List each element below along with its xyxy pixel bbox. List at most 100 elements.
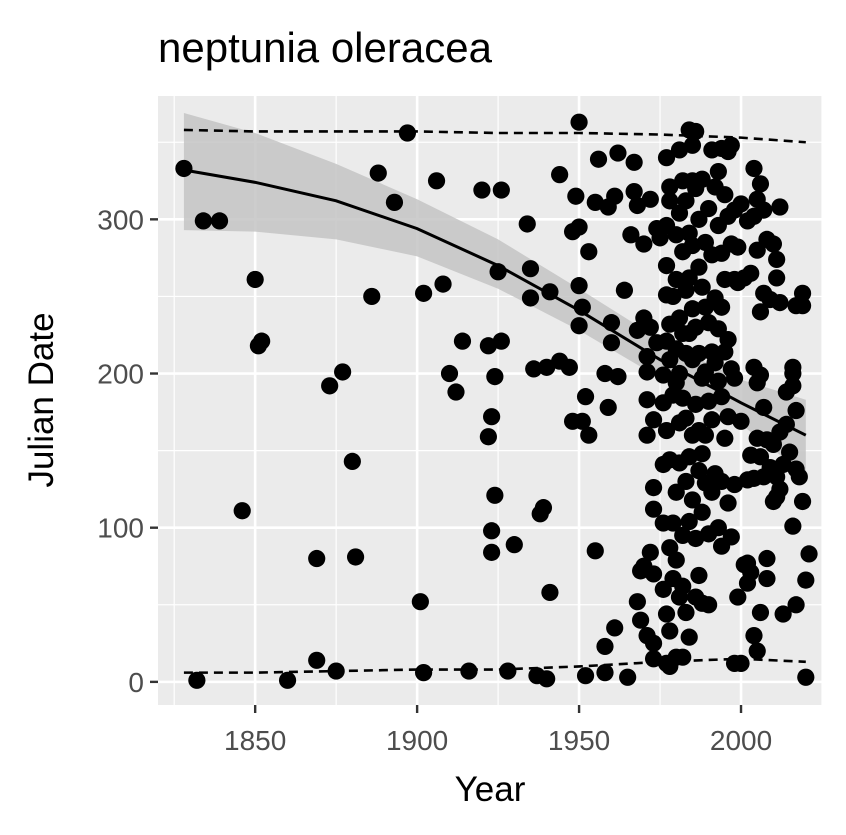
data-point-272 (751, 366, 770, 384)
data-point-35 (486, 486, 504, 504)
data-point-206 (700, 596, 718, 614)
x-axis-title: Year (455, 770, 526, 809)
data-point-81 (609, 144, 627, 162)
data-point-42 (518, 215, 536, 233)
data-point-171 (680, 628, 698, 646)
data-point-97 (638, 363, 656, 381)
data-point-20 (411, 593, 429, 611)
data-point-225 (712, 472, 731, 491)
data-point-163 (677, 472, 695, 491)
data-point-250 (732, 654, 750, 672)
data-point-86 (625, 153, 643, 171)
data-point-50 (538, 670, 556, 688)
data-point-174 (683, 236, 702, 255)
data-point-87 (625, 182, 643, 201)
data-point-40 (499, 662, 517, 680)
data-point-96 (638, 347, 656, 366)
data-point-303 (784, 377, 802, 395)
data-point-62 (570, 317, 588, 335)
data-point-157 (674, 577, 692, 595)
data-point-10 (308, 549, 326, 568)
data-point-74 (596, 664, 614, 682)
data-point-310 (793, 284, 812, 302)
y-axis-ticks: 0 100 200 300 (97, 204, 158, 698)
data-point-289 (768, 269, 786, 287)
data-point-93 (635, 235, 653, 253)
data-point-67 (580, 426, 598, 444)
data-point-313 (797, 571, 815, 589)
data-point-312 (793, 492, 812, 511)
upper-limit-line (183, 128, 806, 144)
data-point-169 (680, 448, 698, 466)
data-point-202 (700, 199, 718, 218)
data-point-143 (667, 551, 685, 569)
data-point-247 (729, 588, 747, 606)
data-point-83 (615, 281, 634, 299)
data-point-288 (768, 250, 786, 269)
data-point-300 (781, 443, 799, 461)
data-point-315 (800, 545, 818, 563)
data-point-9 (308, 651, 326, 669)
data-point-27 (453, 332, 472, 350)
chart-title: neptunia oleracea (158, 24, 493, 71)
data-point-105 (644, 479, 663, 497)
data-point-68 (580, 243, 598, 261)
data-point-158 (674, 648, 692, 666)
data-point-28 (460, 662, 478, 680)
data-point-91 (632, 611, 650, 629)
data-point-71 (589, 150, 608, 168)
data-point-5 (246, 270, 264, 289)
data-point-308 (787, 596, 805, 614)
data-point-43 (521, 260, 540, 278)
data-point-107 (644, 565, 663, 583)
data-point-295 (771, 480, 789, 498)
data-point-248 (732, 195, 750, 213)
lower-limit-line (183, 657, 806, 674)
data-point-204 (700, 392, 718, 410)
data-point-22 (415, 284, 433, 302)
y-axis-title: Julian Date (22, 312, 61, 487)
data-point-16 (363, 287, 381, 306)
data-point-297 (774, 605, 792, 623)
data-point-99 (638, 426, 656, 444)
data-point-45 (525, 360, 543, 378)
data-point-15 (346, 548, 365, 566)
data-point-60 (570, 218, 588, 236)
data-point-52 (541, 583, 559, 602)
data-point-172 (683, 136, 702, 154)
data-point-101 (641, 190, 659, 208)
x-tick-label-2000: 2000 (710, 725, 772, 756)
data-point-155 (674, 389, 692, 407)
data-point-44 (521, 289, 540, 307)
data-point-25 (440, 364, 459, 383)
data-point-104 (644, 411, 663, 429)
x-axis-ticks: 1850 1900 1950 2000 (224, 705, 772, 756)
data-point-184 (687, 529, 705, 548)
data-point-8 (278, 671, 297, 689)
data-point-260 (745, 159, 763, 178)
data-point-223 (712, 298, 731, 316)
data-point-282 (758, 569, 776, 588)
data-point-216 (709, 162, 727, 181)
y-tick-label-200: 200 (97, 359, 144, 390)
data-point-38 (492, 332, 510, 350)
data-point-134 (664, 287, 682, 306)
data-point-18 (385, 193, 404, 211)
y-tick-label-100: 100 (97, 513, 144, 544)
data-point-270 (751, 175, 770, 193)
data-point-82 (609, 368, 627, 386)
data-point-200 (696, 426, 714, 444)
data-point-7 (253, 332, 271, 350)
data-point-306 (787, 401, 805, 420)
data-point-235 (719, 494, 737, 512)
data-point-0 (175, 159, 193, 178)
data-point-123 (657, 421, 676, 440)
data-point-192 (693, 278, 711, 296)
y-tick-label-300: 300 (97, 204, 144, 235)
data-point-78 (602, 334, 621, 352)
data-point-309 (790, 468, 808, 486)
data-point-48 (534, 499, 553, 517)
data-point-132 (661, 622, 679, 640)
data-point-311 (793, 297, 812, 315)
data-point-113 (654, 366, 672, 384)
